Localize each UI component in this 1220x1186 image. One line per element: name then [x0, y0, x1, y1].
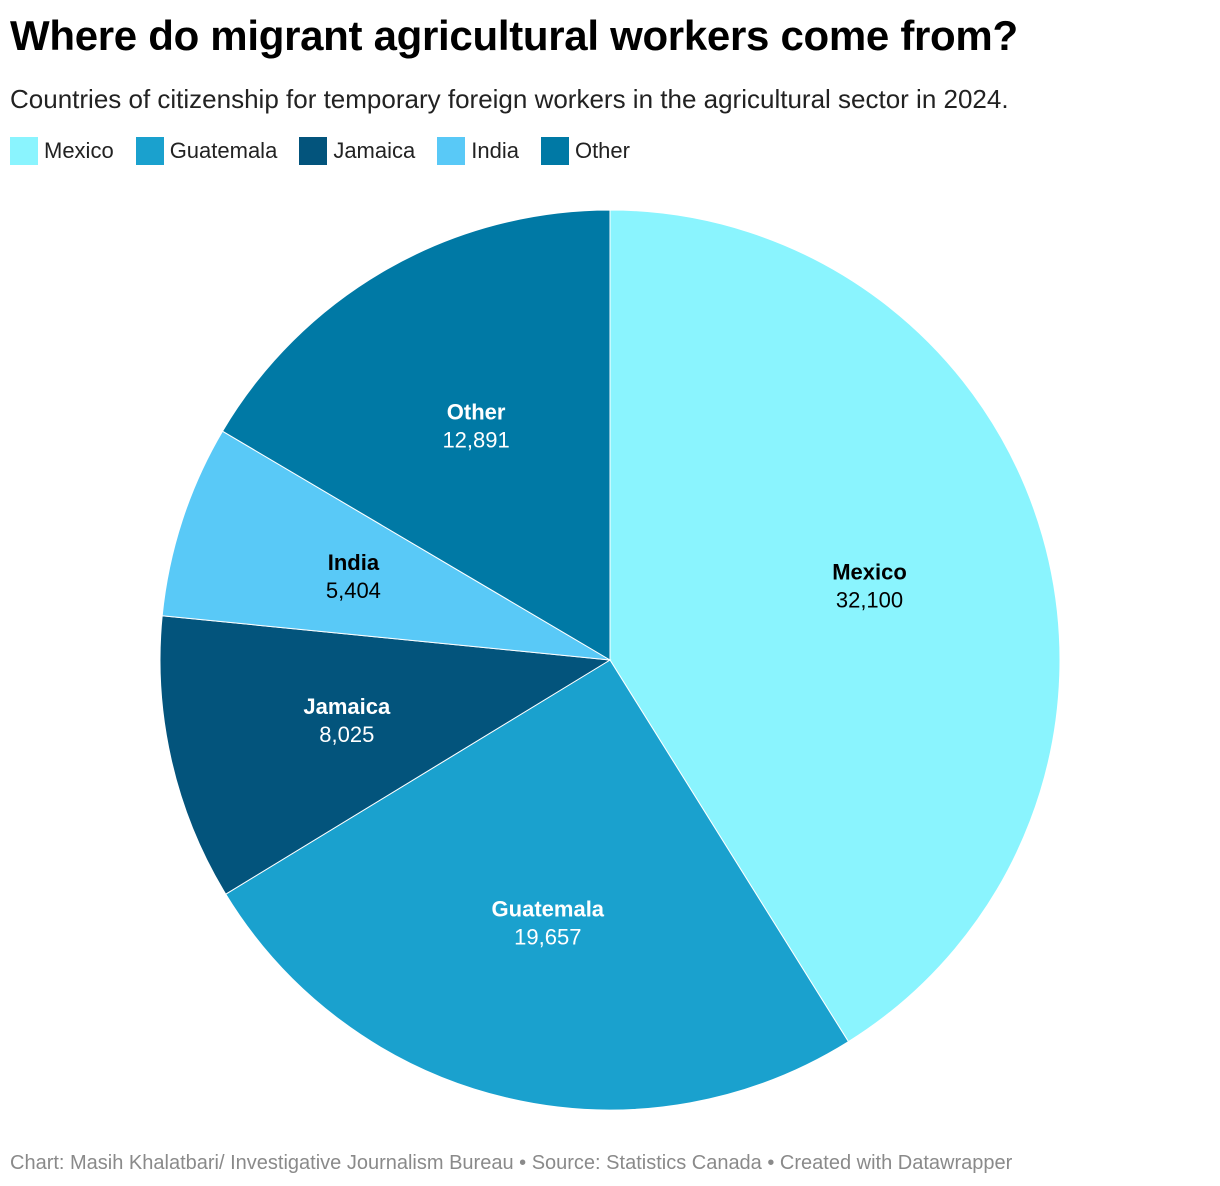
pie-slice-jamaica	[159, 615, 612, 895]
pie-labels: Mexico 32,100 Guatemala 19,657 Jamaica 8,025 I…	[303, 400, 906, 950]
chart-legend: Mexico Guatemala Jamaica India Other	[10, 137, 652, 165]
legend-swatch	[10, 137, 38, 165]
legend-swatch	[437, 137, 466, 165]
legend-label: Jamaica	[333, 138, 416, 163]
legend-item-india: India	[437, 137, 519, 165]
pie-slice-guatemala	[225, 659, 850, 1111]
slice-label-mexico: Mexico	[832, 560, 907, 585]
chart-header: Where do migrant agricultural workers co…	[10, 10, 1210, 116]
slice-label-india: India	[328, 550, 380, 575]
legend-swatch	[299, 137, 328, 165]
legend-label: Mexico	[44, 138, 114, 163]
slice-value-india: 5,404	[326, 578, 381, 603]
legend-item-jamaica: Jamaica	[299, 137, 415, 165]
legend-item-mexico: Mexico	[10, 137, 114, 165]
slice-value-jamaica: 8,025	[319, 722, 374, 747]
legend-item-other: Other	[540, 137, 630, 165]
legend-item-guatemala: Guatemala	[135, 137, 278, 165]
legend-swatch	[135, 137, 164, 165]
chart-title: Where do migrant agricultural workers co…	[10, 12, 1018, 59]
legend-label: Guatemala	[169, 138, 278, 163]
legend-label: India	[471, 138, 519, 163]
pie-slices	[159, 209, 1061, 1111]
legend-swatch	[540, 137, 569, 165]
chart-subtitle: Countries of citizenship for temporary f…	[10, 84, 1009, 114]
slice-label-other: Other	[447, 400, 506, 425]
pie-slice-mexico	[609, 209, 1061, 1043]
slice-value-mexico: 32,100	[836, 588, 903, 613]
slice-label-guatemala: Guatemala	[492, 897, 605, 922]
legend-label: Other	[574, 138, 630, 163]
slice-value-guatemala: 19,657	[514, 925, 581, 950]
pie-slice-other	[221, 209, 611, 661]
chart-footer-credit: Chart: Masih Khalatbari/ Investigative J…	[10, 1152, 1013, 1174]
pie-slice-india	[161, 430, 611, 661]
slice-label-jamaica: Jamaica	[303, 694, 391, 719]
slice-value-other: 12,891	[442, 428, 509, 453]
